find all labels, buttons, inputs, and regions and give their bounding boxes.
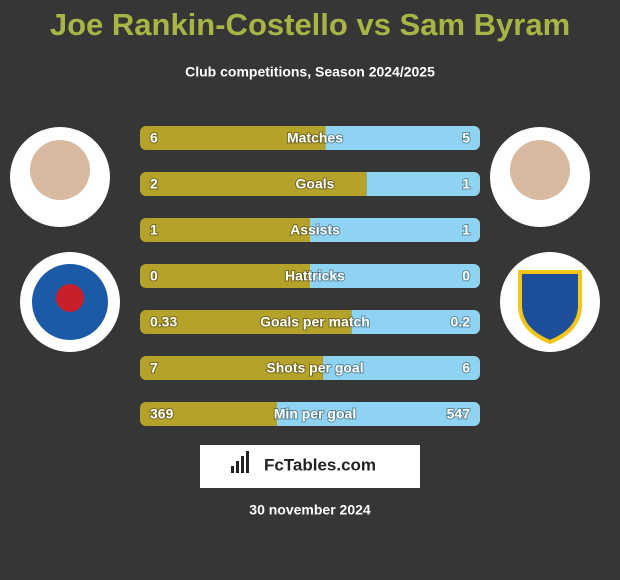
rose — [56, 284, 84, 312]
left-value: 0 — [150, 268, 158, 284]
bar-left — [140, 172, 367, 196]
bar-right — [323, 356, 480, 380]
brand: FcTables.com — [264, 455, 376, 474]
stat-label: Assists — [290, 222, 340, 238]
bar-right — [325, 126, 480, 150]
left-value: 6 — [150, 130, 158, 146]
left-value: 2 — [150, 176, 158, 192]
left-value: 7 — [150, 360, 158, 376]
bar-left — [140, 264, 310, 288]
bar-right — [366, 172, 480, 196]
stat-label: Min per goal — [274, 406, 356, 422]
stat-rows: 6 Matches 5 2 Goals 1 1 Assists 1 0 Hattricks 0 0.33… — [140, 126, 480, 426]
right-value: 1 — [462, 176, 470, 192]
face-right — [510, 140, 570, 200]
stat-label: Shots per goal — [266, 360, 363, 376]
stat-row — [140, 264, 480, 288]
stat-label: Goals — [296, 176, 335, 192]
stat-row — [140, 356, 480, 380]
face-left — [30, 140, 90, 200]
left-value: 0.33 — [150, 314, 177, 330]
right-value: 547 — [447, 406, 471, 422]
left-value: 1 — [150, 222, 158, 238]
title: Joe Rankin-Costello vs Sam Byram — [50, 7, 570, 42]
subtitle: Club competitions, Season 2024/2025 — [185, 64, 435, 80]
bar-left — [140, 402, 277, 426]
bar-left — [140, 356, 324, 380]
stat-row — [140, 172, 480, 196]
right-value: 6 — [462, 360, 470, 376]
bar-right — [276, 402, 480, 426]
stat-row — [140, 126, 480, 150]
left-value: 369 — [150, 406, 174, 422]
right-value: 5 — [462, 130, 470, 146]
bar-left — [140, 310, 352, 334]
bar-right — [310, 264, 480, 288]
stat-row — [140, 402, 480, 426]
bar-left — [140, 218, 310, 242]
brand-icon — [231, 451, 249, 473]
club-badge-right — [518, 270, 582, 345]
stat-label: Matches — [287, 130, 343, 146]
date: 30 november 2024 — [249, 502, 371, 518]
stat-row — [140, 218, 480, 242]
stat-label: Hattricks — [285, 268, 345, 284]
right-value: 0.2 — [451, 314, 471, 330]
right-value: 1 — [462, 222, 470, 238]
bar-left — [140, 126, 326, 150]
right-value: 0 — [462, 268, 470, 284]
bar-right — [310, 218, 480, 242]
bar-right — [351, 310, 480, 334]
stat-label: Goals per match — [260, 314, 370, 330]
stat-row — [140, 310, 480, 334]
